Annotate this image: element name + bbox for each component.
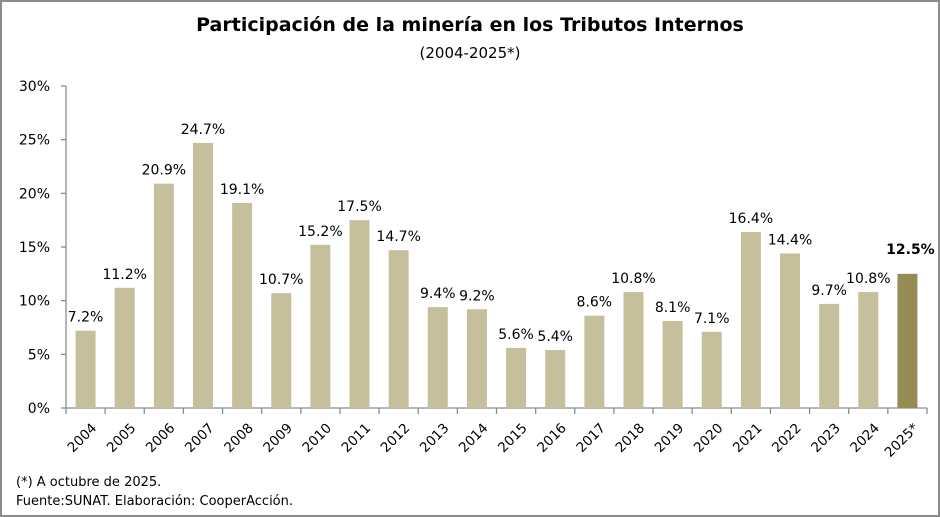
footnotes: (*) A octubre de 2025. Fuente:SUNAT. Ela… (16, 473, 293, 511)
bar-2009 (271, 293, 292, 408)
chart-title: Participación de la minería en los Tribu… (196, 14, 744, 36)
y-axis: 0% 5% 10% 15% 20% 25% 30% (19, 79, 67, 417)
bar-2015 (506, 347, 527, 408)
data-label: 8.6% (577, 295, 613, 311)
x-tick-label: 2023 (808, 420, 844, 456)
data-label: 17.5% (337, 199, 381, 215)
x-tick-label: 2021 (730, 420, 766, 456)
x-tick-label: 2024 (847, 420, 883, 456)
x-tick-label: 2012 (378, 420, 414, 456)
y-tick-label: 20% (19, 186, 50, 202)
bar-2004 (75, 330, 96, 408)
y-tick-label: 25% (19, 133, 50, 149)
data-label: 10.8% (846, 271, 890, 287)
bar-2010 (310, 244, 331, 408)
bar-2023 (819, 303, 840, 408)
footnote-source: Fuente:SUNAT. Elaboración: CooperAcción. (16, 494, 294, 509)
bar-2013 (427, 307, 448, 408)
x-tick-label: 2022 (769, 420, 805, 456)
data-label: 11.2% (102, 267, 146, 283)
x-tick-label: 2015 (495, 420, 531, 456)
bar-2016 (545, 350, 566, 408)
bar-2020 (701, 331, 722, 408)
data-label: 20.9% (142, 163, 186, 179)
x-tick-label: 2008 (221, 420, 257, 456)
bar-2007 (192, 142, 213, 409)
x-tick-label: 2014 (456, 420, 492, 456)
y-tick-label: 10% (19, 294, 50, 310)
footnote-note: (*) A octubre de 2025. (16, 475, 162, 490)
data-label: 8.1% (655, 300, 691, 316)
x-axis: 2004 2005 2006 2007 2008 2009 2010 2011 2012 2013… (65, 407, 928, 461)
x-tick-label: 2016 (534, 420, 570, 456)
bar-2012 (388, 250, 409, 408)
x-tick-label: 2006 (143, 420, 179, 456)
bar-2019 (662, 321, 683, 408)
data-label: 5.4% (537, 329, 573, 345)
data-label: 5.6% (498, 327, 534, 343)
y-tick-label: 0% (28, 401, 50, 417)
data-label: 15.2% (298, 224, 342, 240)
chart-subtitle: (2004-2025*) (419, 44, 521, 62)
y-tick-label: 5% (28, 347, 50, 363)
y-tick-label: 30% (19, 79, 50, 95)
bar-2022 (780, 253, 801, 408)
bar-2006 (153, 183, 174, 408)
y-tick-label: 15% (19, 240, 50, 256)
x-tick-label: 2020 (691, 420, 727, 456)
bar-2011 (349, 220, 370, 408)
bar-2021 (740, 231, 761, 408)
data-label: 14.7% (376, 229, 420, 245)
bars (75, 142, 918, 409)
data-label: 12.5% (886, 242, 935, 258)
bar-2005 (114, 287, 135, 408)
x-tick-label: 2017 (573, 420, 609, 456)
data-label: 7.1% (694, 311, 730, 327)
data-label: 10.8% (611, 271, 655, 287)
x-tick-label: 2019 (652, 420, 688, 456)
x-tick-label: 2018 (612, 420, 648, 456)
bar-2025-star (897, 273, 918, 408)
data-labels: 7.2% 11.2% 20.9% 24.7% 19.1% 10.7% 15.2% 17.5% 1… (68, 122, 935, 345)
x-tick-label: 2007 (182, 420, 218, 456)
x-tick-label: 2013 (417, 420, 453, 456)
data-label: 14.4% (768, 232, 812, 248)
bar-2018 (623, 292, 644, 408)
bar-2014 (466, 309, 487, 408)
data-label: 9.2% (459, 288, 495, 304)
data-label: 9.7% (811, 283, 847, 299)
data-label: 24.7% (181, 122, 225, 138)
x-tick-label: 2004 (65, 420, 101, 456)
x-tick-label: 2005 (104, 420, 140, 456)
x-tick-label: 2010 (299, 420, 335, 456)
data-label: 10.7% (259, 272, 303, 288)
x-tick-label: 2011 (339, 420, 375, 456)
x-tick-label: 2025* (882, 420, 923, 461)
bar-2008 (232, 202, 253, 408)
x-tick-label: 2009 (260, 420, 296, 456)
bar-2024 (858, 292, 879, 408)
data-label: 19.1% (220, 182, 264, 198)
data-label: 9.4% (420, 286, 456, 302)
bar-2017 (584, 315, 605, 408)
data-label: 7.2% (68, 310, 104, 326)
data-label: 16.4% (729, 211, 773, 227)
